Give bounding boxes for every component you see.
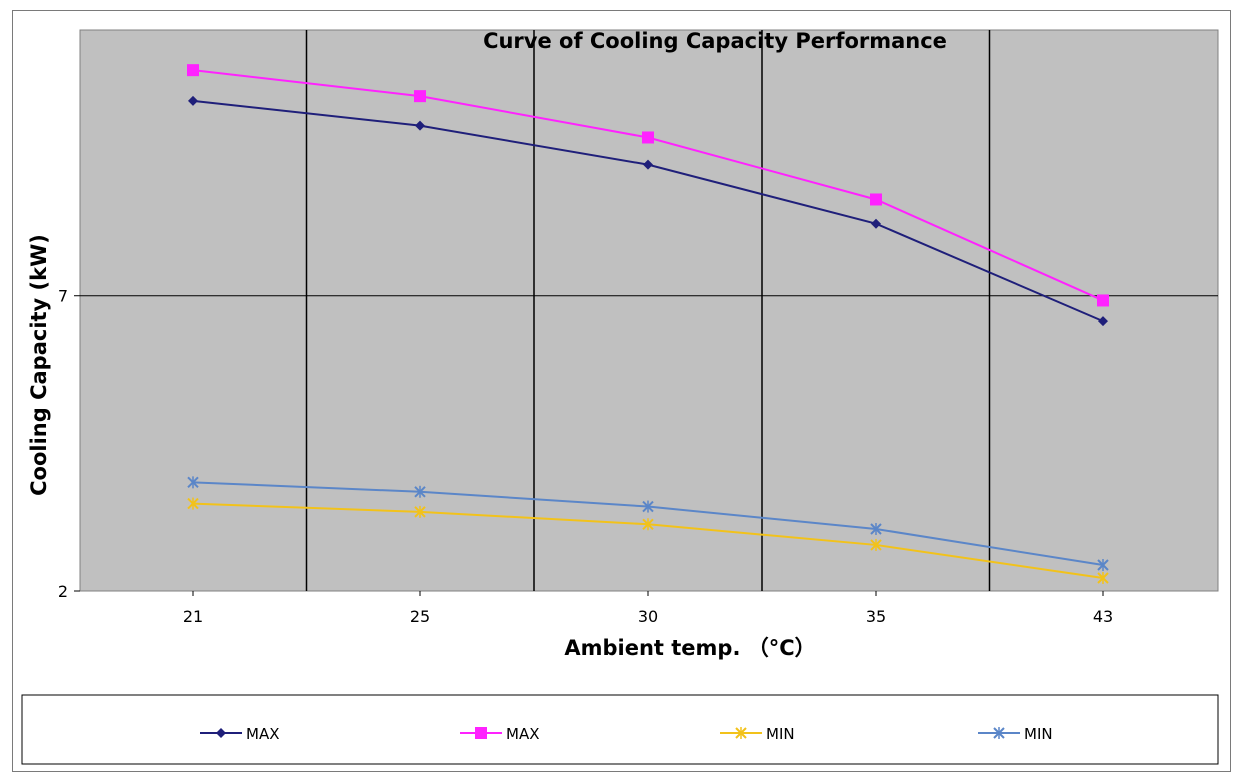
grid-lines	[80, 30, 1218, 591]
x-tick-label: 30	[638, 607, 658, 626]
series-1	[188, 95, 1108, 327]
x-axis-title: Ambient temp. （°C）	[564, 636, 815, 660]
x-tick-label: 43	[1093, 607, 1113, 626]
data-point	[187, 64, 199, 77]
data-point	[1097, 559, 1109, 572]
series-4	[187, 476, 1109, 572]
x-tick-label: 21	[183, 607, 203, 626]
legend: MAX MAX MIN MIN	[200, 725, 1053, 743]
data-point	[415, 120, 425, 131]
y-tick-label: 2	[58, 582, 68, 601]
data-point	[870, 538, 882, 551]
data-point	[643, 159, 653, 170]
legend-label: MIN	[1024, 725, 1053, 743]
legend-item: MIN	[978, 725, 1053, 743]
y-tick-label: 7	[58, 287, 68, 306]
legend-marker	[475, 727, 487, 739]
data-point	[1097, 294, 1109, 307]
plot-area	[79, 29, 1219, 592]
data-point	[188, 95, 198, 106]
legend-label: MAX	[506, 725, 539, 743]
series-3	[187, 497, 1109, 585]
data-point	[187, 497, 199, 510]
series-layer	[187, 64, 1109, 585]
data-point	[1097, 572, 1109, 585]
data-point	[870, 522, 882, 535]
data-point	[870, 193, 882, 206]
data-point	[414, 505, 426, 518]
data-point	[871, 218, 881, 229]
legend-label: MAX	[246, 725, 279, 743]
legend-marker	[993, 727, 1005, 739]
x-axis-ticks: 21 25 30 35 43	[183, 591, 1113, 626]
series-2	[187, 64, 1109, 307]
legend-marker	[735, 727, 747, 739]
legend-item: MIN	[720, 725, 795, 743]
data-point	[414, 90, 426, 103]
data-point	[642, 500, 654, 513]
chart-title: Curve of Cooling Capacity Performance	[483, 29, 947, 53]
y-axis-title: Cooling Capacity (kW)	[27, 234, 51, 496]
legend-item: MAX	[200, 725, 279, 743]
data-point	[642, 518, 654, 531]
x-tick-label: 35	[866, 607, 886, 626]
data-point	[642, 131, 654, 144]
legend-item: MAX	[460, 725, 539, 743]
data-point	[414, 485, 426, 498]
y-axis-ticks: 27	[58, 287, 80, 601]
x-tick-label: 25	[410, 607, 430, 626]
data-point	[187, 476, 199, 489]
data-point	[1098, 316, 1108, 327]
legend-marker	[216, 728, 226, 738]
legend-label: MIN	[766, 725, 795, 743]
